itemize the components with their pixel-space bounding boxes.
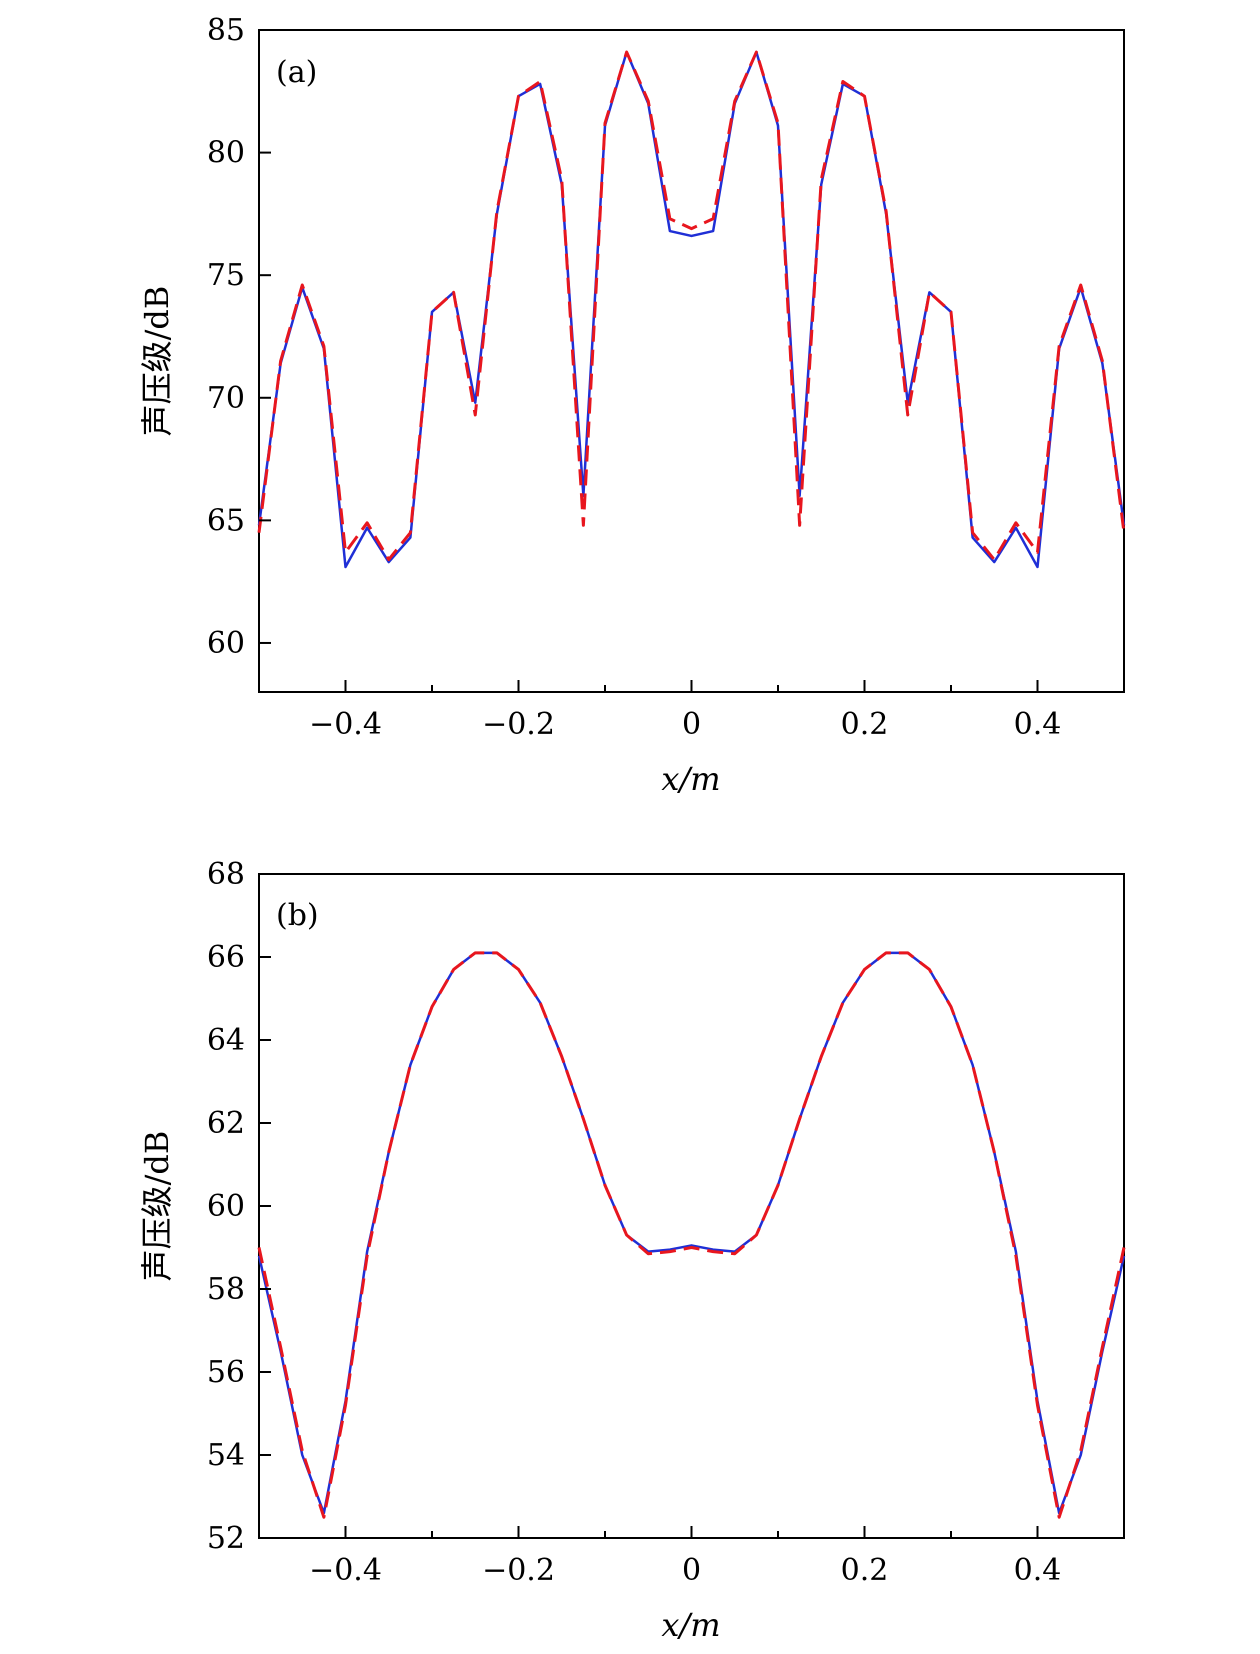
y-tick-label-a: 65 (207, 503, 245, 538)
tick-layer-b: −0.4 −0.2 0 0.2 0.4 52 54 56 58 60 62 64 66 68 (207, 857, 1125, 1588)
y-tick-label-a: 80 (207, 136, 245, 171)
x-axis-title-a: x/m (661, 760, 720, 798)
x-tick-label-a: −0.2 (482, 707, 555, 742)
panel-label-b: (b) (276, 898, 319, 933)
y-tick-label-b: 52 (207, 1521, 245, 1556)
x-tick-label-b: 0 (682, 1553, 701, 1588)
x-axis-title-a-var: x/m (661, 760, 720, 798)
series-2-line-a (257, 50, 1126, 562)
y-tick-label-a: 70 (207, 381, 245, 416)
plot-frame-a (258, 29, 1125, 693)
x-tick-label-a: 0 (682, 707, 701, 742)
y-tick-label-b: 60 (207, 1189, 245, 1224)
y-tick-label-b: 58 (207, 1272, 245, 1307)
series-1-line-a (257, 50, 1126, 569)
series-layer-b (257, 951, 1126, 1519)
series-layer-a (257, 50, 1126, 569)
y-tick-label-b: 54 (207, 1438, 245, 1473)
panel-b: (b) −0.4 −0.2 0 0.2 0.4 52 54 56 58 60 62 64 66 68 x/… (138, 857, 1126, 1644)
y-tick-label-b: 68 (207, 857, 245, 892)
x-tick-label-a: 0.4 (1014, 707, 1062, 742)
x-axis-title-b-var: x/m (661, 1606, 720, 1644)
panel-label-a: (a) (276, 55, 317, 90)
x-tick-label-b: −0.2 (482, 1553, 555, 1588)
y-tick-label-b: 62 (207, 1106, 245, 1141)
panel-a: (a) −0.4 −0.2 0 0.2 0.4 60 65 70 75 80 85 x/m 声压级/… (138, 13, 1126, 798)
x-tick-label-b: 0.2 (841, 1553, 889, 1588)
x-tick-label-b: 0.4 (1014, 1553, 1062, 1588)
y-tick-label-b: 56 (207, 1355, 245, 1390)
x-tick-label-b: −0.4 (309, 1553, 382, 1588)
y-axis-title-b: 声压级/dB (138, 1131, 176, 1282)
y-tick-label-a: 85 (207, 13, 245, 48)
plot-frame-b (258, 873, 1125, 1539)
y-axis-title-a: 声压级/dB (138, 286, 176, 437)
y-tick-label-a: 60 (207, 626, 245, 661)
x-axis-title-b: x/m (661, 1606, 720, 1644)
series-2-line-b (257, 951, 1126, 1519)
series-1-line-b (257, 951, 1126, 1515)
y-tick-label-b: 66 (207, 940, 245, 975)
x-tick-label-a: 0.2 (841, 707, 889, 742)
x-tick-label-a: −0.4 (309, 707, 382, 742)
y-tick-label-b: 64 (207, 1023, 245, 1058)
tick-layer-a: −0.4 −0.2 0 0.2 0.4 60 65 70 75 80 85 (207, 13, 1125, 742)
y-tick-label-a: 75 (207, 258, 245, 293)
